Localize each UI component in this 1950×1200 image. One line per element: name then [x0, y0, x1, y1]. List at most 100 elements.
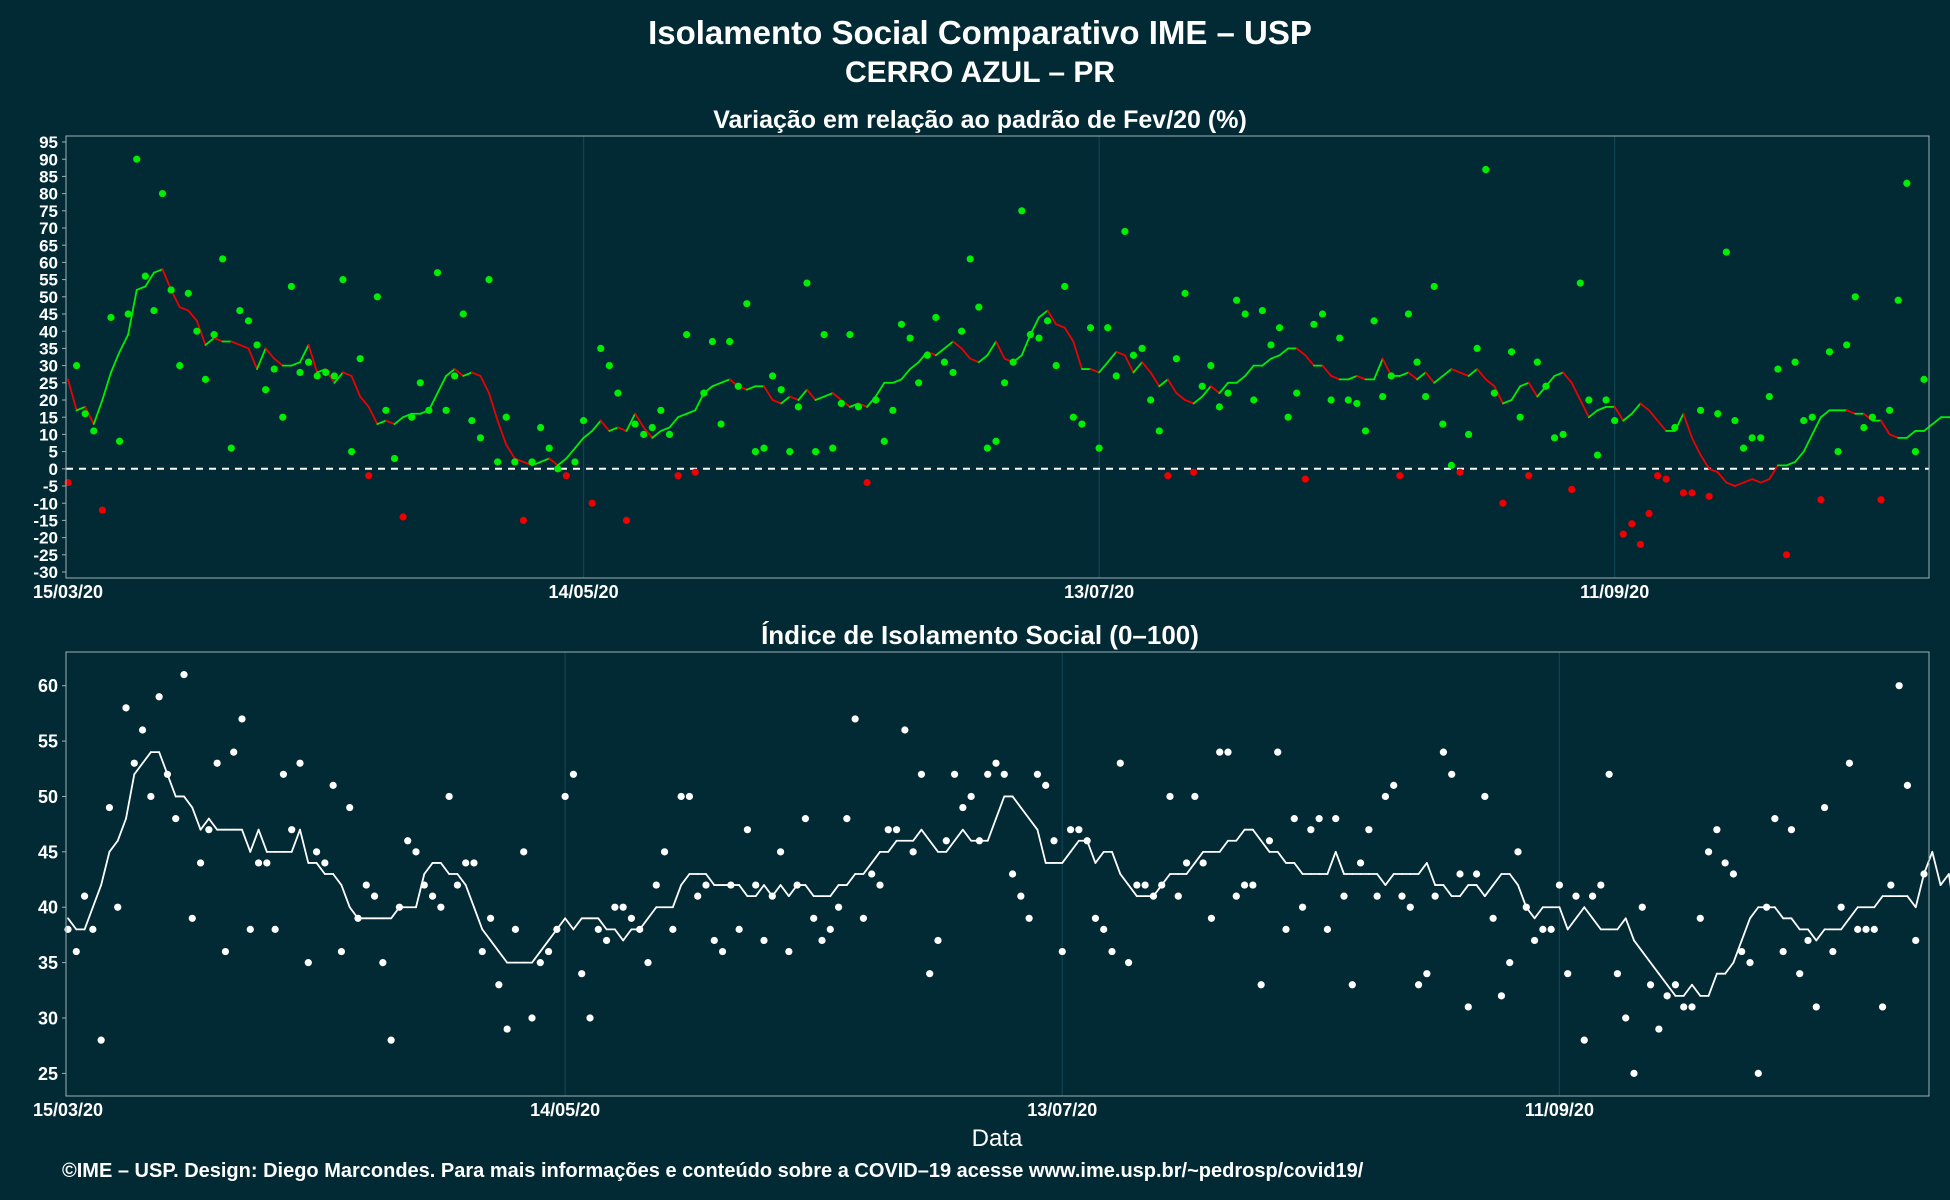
x-tick-label: 15/03/20 [33, 582, 103, 602]
daily-point [726, 337, 734, 346]
moving-average-segment [1682, 412, 1693, 439]
y-tick-label: 35 [38, 953, 58, 973]
daily-point [1379, 392, 1387, 401]
daily-point [1340, 892, 1348, 900]
moving-average-segment [1425, 862, 1437, 886]
moving-average-segment [1218, 839, 1229, 853]
y-tick-label: 95 [39, 133, 58, 152]
moving-average-segment [720, 378, 731, 384]
daily-point [884, 826, 892, 834]
chart-title: Isolamento Social Comparativo IME – USP [648, 14, 1312, 51]
footer-credit: ©IME – USP. Design: Diego Marcondes. Par… [62, 1160, 1364, 1182]
moving-average-segment [1089, 368, 1101, 374]
daily-point [130, 759, 138, 767]
daily-point [404, 837, 412, 845]
daily-point [1430, 282, 1438, 291]
moving-average-segment [960, 347, 972, 360]
panel-variation-moving-average [67, 268, 1950, 487]
daily-point [478, 947, 486, 956]
daily-point [710, 936, 718, 945]
daily-point [1482, 165, 1490, 174]
daily-point [1911, 448, 1920, 456]
moving-average-segment [367, 405, 379, 425]
moving-average-segment [1166, 378, 1178, 395]
x-tick-label: 11/09/20 [1580, 582, 1649, 602]
moving-average-segment [1384, 873, 1395, 886]
daily-point [1456, 468, 1464, 476]
moving-average-segment [1193, 850, 1205, 864]
moving-average-segment [1293, 862, 1304, 875]
daily-point [313, 372, 321, 380]
daily-point [1398, 892, 1406, 900]
moving-average-segment [1158, 378, 1169, 388]
daily-point [72, 362, 81, 370]
daily-point [1158, 881, 1166, 889]
moving-average-segment [1759, 478, 1771, 484]
daily-point [1267, 341, 1275, 349]
y-tick-label: 20 [39, 391, 58, 410]
daily-point [1422, 392, 1430, 401]
daily-point [1116, 759, 1124, 767]
daily-point [1018, 207, 1026, 215]
x-tick-label: 11/09/20 [1525, 1100, 1594, 1120]
daily-point [1356, 859, 1365, 867]
daily-point [1370, 317, 1378, 325]
daily-point [1619, 530, 1627, 538]
daily-point [602, 936, 611, 945]
daily-point [1887, 881, 1895, 889]
moving-average-segment [257, 828, 268, 853]
daily-point [354, 914, 362, 922]
daily-point [1000, 379, 1009, 387]
daily-point [1779, 947, 1787, 956]
daily-point [735, 925, 743, 933]
moving-average-segment [1334, 850, 1345, 875]
daily-point [356, 355, 364, 363]
moving-average-segment [1119, 873, 1130, 886]
daily-point [1361, 427, 1370, 435]
daily-point [1662, 475, 1670, 483]
moving-average-segment [1657, 972, 1669, 986]
moving-average-segment [617, 426, 628, 432]
moving-average-segment [415, 873, 426, 909]
moving-average-segment [1038, 309, 1049, 319]
moving-average-segment [153, 268, 164, 274]
moving-average-segment [496, 419, 508, 446]
moving-average-segment [1666, 983, 1677, 997]
moving-average-segment [307, 344, 319, 374]
daily-point [1078, 420, 1086, 428]
daily-point [1539, 925, 1547, 933]
y-tick-label: 80 [39, 185, 58, 204]
daily-point [594, 925, 602, 933]
moving-average-segment [597, 917, 608, 931]
moving-average-segment [1566, 917, 1577, 931]
moving-average-segment [479, 375, 490, 395]
daily-point [1738, 947, 1746, 956]
moving-average-segment [439, 862, 451, 875]
daily-point [1133, 881, 1141, 889]
moving-average-segment [423, 862, 434, 875]
daily-point [362, 881, 370, 889]
daily-point [147, 792, 155, 801]
daily-point [1754, 1069, 1762, 1077]
moving-average-segment [642, 426, 654, 439]
daily-point [1920, 870, 1928, 878]
daily-point [1336, 334, 1344, 342]
daily-point [1265, 837, 1274, 845]
daily-point [708, 337, 717, 346]
moving-average-segment [1376, 873, 1387, 886]
daily-point [1275, 324, 1284, 332]
moving-average-segment [1682, 983, 1693, 997]
daily-point [1791, 358, 1799, 366]
daily-point [227, 444, 235, 452]
daily-point [1075, 826, 1083, 834]
moving-average-segment [1510, 385, 1522, 401]
moving-average-segment [1028, 817, 1039, 831]
moving-average-segment [1127, 884, 1138, 898]
daily-point [210, 331, 218, 339]
moving-average-segment [1184, 399, 1195, 405]
daily-point [1121, 227, 1129, 236]
moving-average-segment [1459, 884, 1470, 898]
moving-average-segment [928, 839, 939, 853]
daily-point [588, 499, 596, 507]
moving-average-segment [1175, 392, 1186, 401]
